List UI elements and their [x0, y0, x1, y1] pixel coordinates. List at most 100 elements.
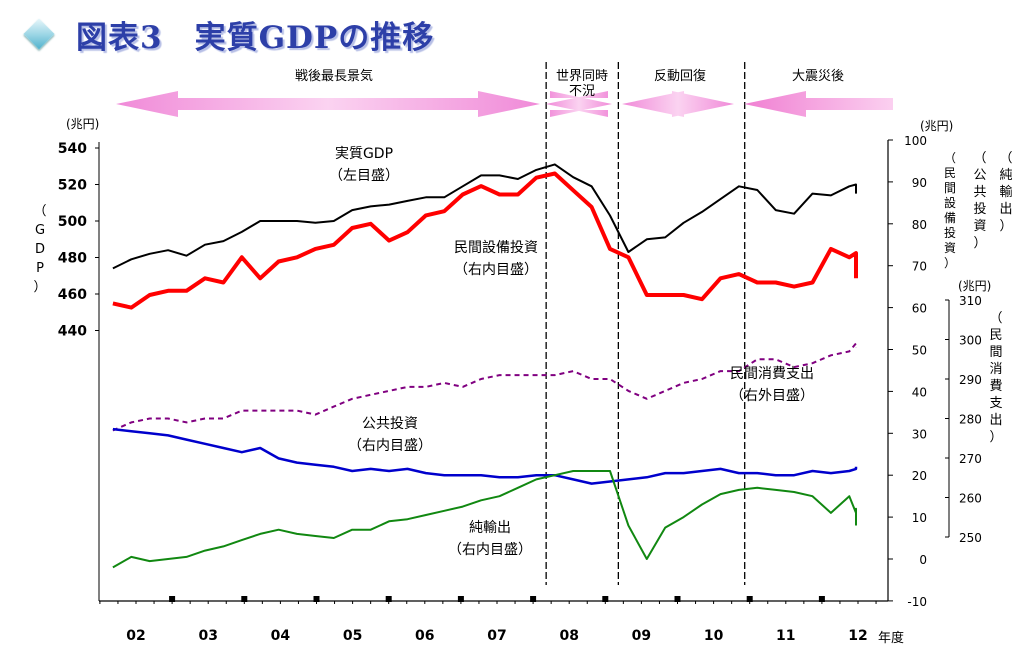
x-year-marker	[313, 596, 320, 602]
x-tick-label: 05	[343, 628, 362, 644]
axis-title-net-exports-char: （	[999, 151, 1012, 166]
x-tick-label: 03	[198, 628, 217, 644]
axis-title-consumption-char: 消	[989, 362, 1002, 377]
left-axis-title-char: D	[35, 242, 45, 257]
axis-title-consumption-char: 間	[989, 345, 1002, 360]
axis-title-net-exports-char: ）	[999, 219, 1012, 234]
x-year-marker	[602, 596, 609, 602]
right-inner-tick-label: -10	[907, 595, 927, 609]
axis-title-capex-char: 備	[944, 210, 956, 225]
label-capex: 民間設備投資	[454, 240, 538, 256]
axis-title-net-exports-char: 出	[999, 202, 1012, 217]
right-outer-tick-label: 280	[959, 413, 982, 427]
left-tick-label: 520	[58, 178, 87, 194]
x-tick-label: 07	[487, 628, 506, 644]
right-outer-tick-label: 310	[959, 294, 982, 308]
axis-title-public-investment-char: ）	[973, 236, 986, 251]
x-year-marker	[169, 596, 176, 602]
left-axis-title-char: ）	[33, 280, 46, 295]
left-tick-label: 480	[58, 251, 87, 267]
x-tick-label: 02	[126, 628, 145, 644]
label-gdp-axis-note: （左目盛）	[329, 168, 399, 184]
x-year-marker	[530, 596, 537, 602]
axis-title-public-investment: （ 公共投資 ）	[973, 151, 986, 251]
axis-title-capex-char: 資	[944, 241, 956, 255]
axis-title-public-investment-char: 資	[973, 219, 986, 234]
x-tick-label: 04	[271, 628, 291, 644]
left-axis-title-char: G	[35, 223, 45, 238]
x-tick-label: 08	[559, 628, 578, 644]
axis-title-capex: （民間設備投資）	[944, 151, 956, 270]
x-tick-label: 10	[704, 628, 724, 644]
right-inner-tick-label: 10	[912, 511, 927, 525]
right-outer-tick-label: 270	[959, 452, 982, 466]
axis-title-net-exports: （ 純輸出 ）	[999, 151, 1012, 234]
axis-title-capex-char: （	[944, 151, 956, 165]
left-axis-unit: (兆円)	[66, 117, 99, 131]
right-inner-tick-label: 50	[912, 344, 927, 358]
right-outer-tick-label: 290	[959, 373, 982, 387]
period-label: 世界同時	[556, 69, 608, 84]
left-axis-title-char: P	[36, 261, 44, 276]
axis-title-consumption-char: 出	[989, 413, 1002, 428]
right-outer-axis-unit: (兆円)	[958, 279, 991, 293]
axis-title-capex-char: 投	[944, 225, 956, 240]
label-capex-axis-note: （右内目盛）	[454, 262, 538, 278]
right-inner-tick-label: 40	[912, 385, 927, 399]
series-public-investment-line	[112, 427, 858, 485]
x-tick-label: 11	[776, 628, 795, 644]
right-inner-tick-label: 60	[912, 302, 927, 316]
x-year-marker	[746, 596, 753, 602]
left-tick-label: 460	[58, 287, 87, 303]
label-net-exports: 純輸出	[469, 520, 511, 536]
period-arrow-earthquake	[744, 91, 893, 117]
series-capex-line	[112, 171, 858, 310]
left-tick-label: 440	[58, 324, 87, 340]
x-year-marker	[385, 596, 392, 602]
axis-title-capex-char: 設	[944, 195, 956, 210]
axis-title-consumption-char: 民	[989, 328, 1002, 343]
axis-title-consumption-char: （	[989, 311, 1002, 326]
period-label: 大震災後	[792, 69, 844, 84]
right-inner-tick-label: 100	[904, 134, 927, 148]
period-arrow-recession	[546, 91, 612, 117]
x-year-marker	[818, 596, 825, 602]
x-tick-label: 12	[848, 628, 867, 644]
period-label: 不況	[569, 84, 595, 99]
label-consumption-axis-note: （右外目盛）	[730, 388, 814, 404]
label-public-investment-axis-note: （右内目盛）	[348, 438, 432, 454]
x-year-marker	[457, 596, 464, 602]
label-consumption: 民間消費支出	[730, 366, 814, 382]
period-label: 反動回復	[654, 68, 706, 84]
x-tick-label: 09	[632, 628, 651, 644]
axis-title-capex-char: 間	[944, 181, 956, 195]
x-tick-label: 06	[415, 628, 434, 644]
axis-title-public-investment-char: 共	[973, 185, 986, 200]
left-axis-title: （ GDP ）	[33, 204, 46, 295]
axis-title-consumption-char: ）	[989, 430, 1002, 445]
axis-title-net-exports-char: 輸	[999, 185, 1012, 200]
period-arrow-recovery	[622, 91, 734, 117]
label-public-investment: 公共投資	[362, 416, 418, 432]
right-inner-axis-unit: (兆円)	[920, 119, 953, 133]
series-consumption-line	[112, 342, 857, 432]
axis-title-consumption: （ 民間消費支出 ）	[989, 311, 1002, 445]
axis-title-net-exports-char: 純	[999, 168, 1012, 183]
page-title: 図表3 実質GDPの推移	[76, 19, 435, 56]
title-bar: 図表3 実質GDPの推移	[22, 14, 435, 56]
right-outer-tick-label: 300	[959, 334, 982, 348]
right-inner-tick-label: 20	[912, 469, 927, 483]
series-gdp-line	[112, 163, 857, 270]
right-inner-tick-label: 80	[912, 218, 927, 232]
left-axis-title-char: （	[33, 204, 46, 219]
x-axis-title: 年度	[878, 630, 904, 646]
right-outer-tick-label: 250	[959, 531, 982, 545]
right-inner-tick-label: 70	[912, 260, 927, 274]
series-net-exports-line	[112, 470, 857, 569]
period-label: 戦後最長景気	[295, 68, 373, 84]
axis-title-consumption-char: 支	[989, 396, 1002, 411]
axis-title-public-investment-char: 投	[973, 201, 986, 217]
axis-title-public-investment-char: （	[973, 151, 986, 166]
label-net-exports-axis-note: （右内目盛）	[448, 542, 532, 558]
